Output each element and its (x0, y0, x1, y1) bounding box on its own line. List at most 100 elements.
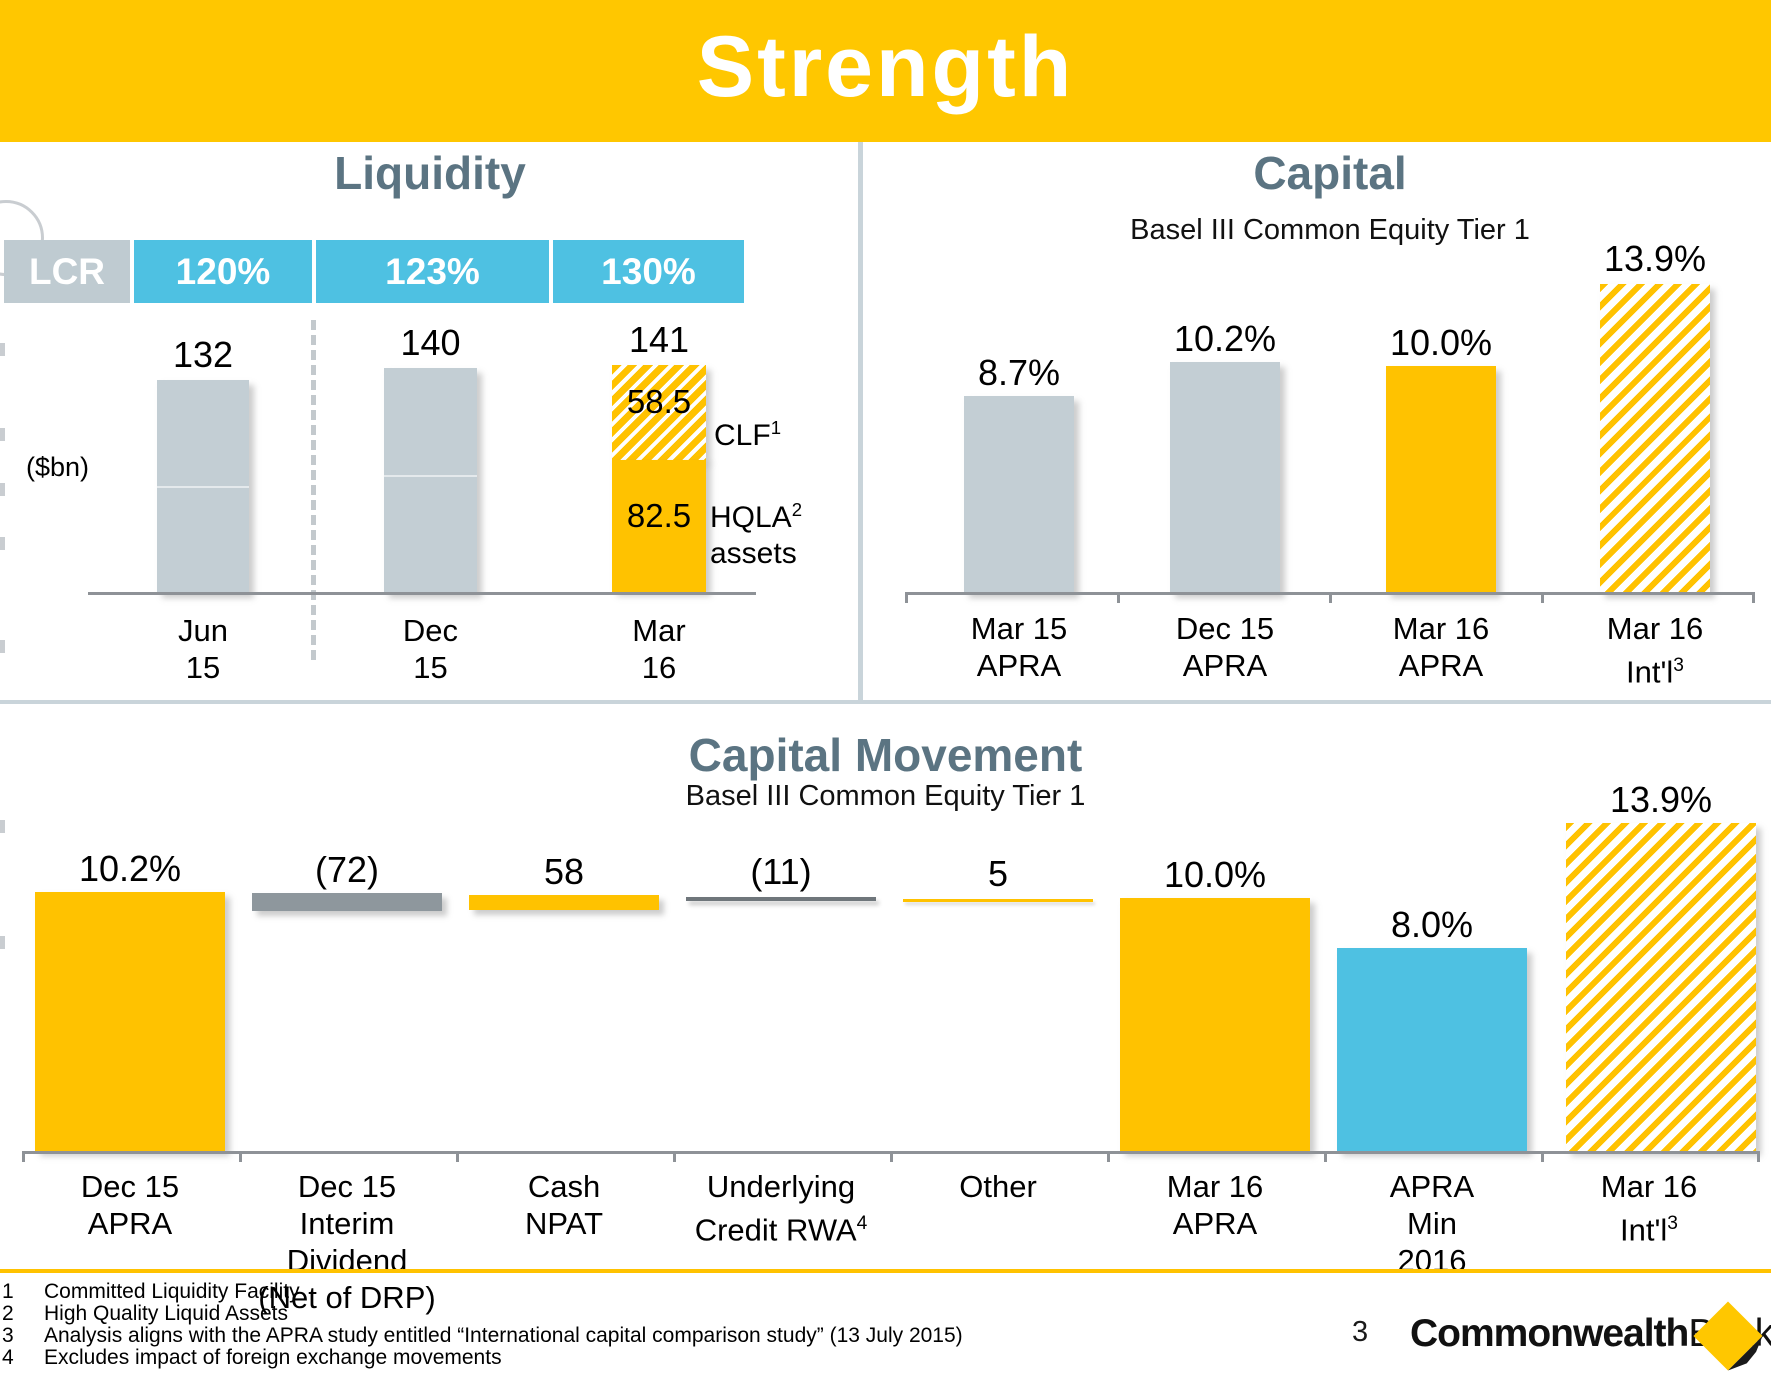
decorative-notch (0, 483, 5, 496)
liquidity-cat-mar16: Mar 16 (632, 613, 686, 685)
footnote-text-4: Excludes impact of foreign exchange move… (44, 1346, 502, 1369)
cat-line2: APRA (87, 1206, 173, 1241)
lcr-value-dec15: 123% (316, 240, 549, 303)
legend-hqla: HQLA2 assets (710, 492, 802, 572)
movement-cat-0: Dec 15 APRA (22, 1168, 238, 1242)
header-band (0, 0, 1771, 142)
liquidity-bar-mar16-hqla (612, 460, 706, 593)
cat-line3: (Net of DRP) (258, 1280, 436, 1315)
movement-cat-7: Mar 16 Int'l3 (1541, 1168, 1757, 1248)
movement-cat-2: Cash NPAT (456, 1168, 672, 1242)
legend-clf: CLF1 (714, 410, 781, 454)
capital-bar-0 (964, 396, 1074, 593)
cat-line2: Int'l (1626, 654, 1674, 690)
cat-line2: NPAT (524, 1206, 604, 1241)
cat-line2: APRA (1172, 1206, 1258, 1241)
axis-tick (1117, 592, 1120, 603)
movement-bar-0 (35, 892, 225, 1151)
movement-bar-5 (1120, 898, 1310, 1151)
cba-diamond-logo-icon (1693, 1301, 1763, 1371)
movement-value-5: 10.0% (1163, 854, 1267, 895)
cat-line2: Min (1407, 1206, 1457, 1241)
axis-tick (1541, 1151, 1544, 1162)
capital-cat-1: Dec 15 APRA (1119, 610, 1331, 684)
movement-cat-5: Mar 16 APRA (1107, 1168, 1323, 1242)
lcr-label-box: LCR (4, 240, 130, 303)
lcr-value-jun15: 120% (134, 240, 312, 303)
cat-line1: Cash (527, 1169, 601, 1204)
axis-tick (905, 592, 908, 603)
legend-hqla-text2: assets (710, 537, 797, 570)
movement-value-4: 5 (987, 853, 1009, 894)
capital-cat-2: Mar 16 APRA (1335, 610, 1547, 684)
cat-line1: Other (959, 1169, 1037, 1204)
liquidity-bar-mar16-clf (612, 365, 706, 460)
capital-subtitle: Basel III Common Equity Tier 1 (1130, 214, 1530, 246)
movement-value-6: 8.0% (1390, 904, 1474, 945)
legend-hqla-sup: 2 (791, 499, 803, 520)
cat-sup: 4 (856, 1213, 868, 1234)
cat-line1: Dec 15 (297, 1169, 397, 1204)
axis-tick (673, 1151, 676, 1162)
bar-split-line (384, 475, 477, 477)
cat-line1: Dec 15 (1175, 611, 1275, 646)
axis-tick (890, 1151, 893, 1162)
liquidity-cat-dec15: Dec 15 (402, 613, 459, 685)
decorative-notch (0, 428, 5, 441)
movement-value-3: (11) (750, 851, 812, 892)
capital-bar-1 (1170, 362, 1280, 593)
capital-value-1: 10.2% (1173, 318, 1277, 359)
axis-tick (456, 1151, 459, 1162)
slide-title: Strength (696, 19, 1075, 115)
liquidity-value-dec15: 140 (400, 322, 461, 363)
cat-sup: 3 (1667, 1213, 1678, 1234)
bar-split-line (157, 486, 249, 488)
lcr-value-mar16: 130% (553, 240, 744, 303)
footnote-num-4: 4 (2, 1346, 14, 1369)
movement-bar-6 (1337, 948, 1527, 1151)
axis-tick (1757, 1151, 1760, 1162)
axis-tick (1329, 592, 1332, 603)
axis-tick (1541, 592, 1544, 603)
movement-cat-3: Underlying Credit RWA4 (673, 1168, 889, 1248)
axis-tick (1324, 1151, 1327, 1162)
capital-value-0: 8.7% (977, 352, 1061, 393)
decorative-notch (0, 640, 5, 653)
movement-value-2: 58 (543, 851, 585, 892)
movement-bar-2 (469, 895, 659, 910)
capital-value-2: 10.0% (1389, 322, 1493, 363)
movement-title: Capital Movement (688, 729, 1083, 781)
liquidity-value-mar16: 141 (628, 319, 690, 360)
cat-line1: Mar 16 (1606, 611, 1704, 646)
liquidity-title: Liquidity (334, 147, 526, 199)
liquidity-clf-value: 58.5 (626, 383, 692, 420)
footnote-num-2: 2 (2, 1302, 14, 1325)
decorative-notch (0, 820, 5, 833)
cat-line1: Dec 15 (80, 1169, 180, 1204)
horizontal-divider (0, 700, 1771, 704)
movement-subtitle: Basel III Common Equity Tier 1 (685, 780, 1086, 812)
cat-line1: Mar 16 (1166, 1169, 1264, 1204)
legend-clf-text: CLF (714, 419, 771, 452)
cat-sup: 3 (1673, 655, 1684, 676)
page-number: 3 (1352, 1316, 1369, 1348)
liquidity-x-axis (88, 592, 756, 595)
capital-title: Capital (1253, 147, 1407, 199)
movement-cat-6: APRA Min 2016 (1324, 1168, 1540, 1279)
cat-line1: APRA (1389, 1169, 1475, 1204)
footnote-num-1: 1 (2, 1280, 14, 1303)
cat-line2: APRA (1398, 648, 1484, 683)
cat-line2: Credit RWA (694, 1212, 857, 1248)
footnote-text-3: Analysis aligns with the APRA study enti… (44, 1324, 963, 1347)
cat-line2: APRA (1182, 648, 1268, 683)
decorative-notch (0, 936, 5, 949)
movement-bar-4 (903, 899, 1093, 902)
cat-line1: Mar 16 (1392, 611, 1490, 646)
cat-line1: Underlying (706, 1169, 856, 1204)
footnote-text-1: Committed Liquidity Facility (44, 1280, 300, 1303)
movement-cat-4: Other (890, 1168, 1106, 1205)
movement-value-1: (72) (314, 849, 380, 890)
movement-bar-1 (252, 893, 442, 911)
cat-line2: Interim Dividend (286, 1206, 408, 1278)
